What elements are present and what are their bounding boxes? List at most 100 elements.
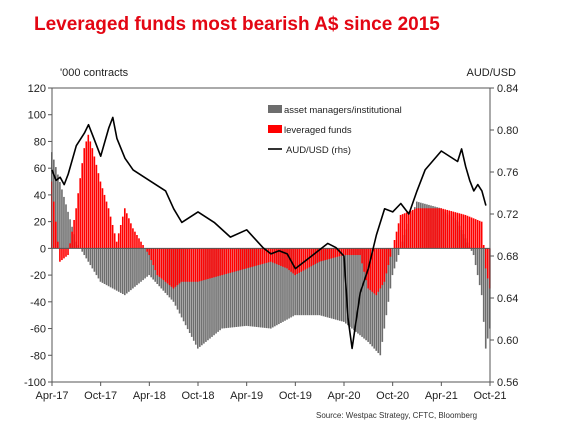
asset-managers-bar <box>211 248 213 337</box>
asset-managers-bar <box>284 248 286 321</box>
leveraged-funds-bar <box>334 248 337 258</box>
leveraged-funds-bar <box>357 248 359 256</box>
asset-managers-bar <box>324 248 327 317</box>
leveraged-funds-bar <box>336 248 339 257</box>
left-tick-label: 60 <box>34 163 46 175</box>
leveraged-funds-bar <box>53 201 55 249</box>
asset-managers-bar <box>150 248 152 278</box>
plot-frame <box>51 87 491 383</box>
leveraged-funds-bar <box>440 208 442 249</box>
leveraged-funds-bar <box>444 209 446 249</box>
asset-managers-bar <box>97 248 100 279</box>
asset-managers-bar <box>59 181 61 249</box>
leveraged-funds-bar <box>227 248 230 274</box>
leveraged-funds-bar <box>259 248 262 265</box>
asset-managers-bar <box>115 248 118 291</box>
leveraged-funds-bar <box>245 248 248 269</box>
asset-managers-bar <box>255 248 258 327</box>
leveraged-funds-bar <box>478 220 481 249</box>
leveraged-funds-bar <box>75 208 77 249</box>
asset-managers-bar <box>237 248 240 327</box>
leveraged-funds-bar <box>304 248 307 270</box>
leveraged-funds-bar <box>87 134 90 249</box>
leveraged-funds-bar <box>164 248 167 282</box>
leveraged-funds-bar <box>192 248 195 282</box>
leveraged-funds-bar <box>85 141 88 249</box>
asset-managers-bar <box>111 248 114 289</box>
asset-managers-bar <box>81 248 84 252</box>
asset-managers-bar <box>213 248 215 336</box>
left-tick-label: 120 <box>28 83 46 95</box>
asset-managers-bar <box>126 248 128 294</box>
leveraged-funds-bar <box>196 248 199 282</box>
asset-managers-bar <box>302 248 305 316</box>
leveraged-funds-bar <box>470 217 473 249</box>
leveraged-funds-bar <box>57 241 59 249</box>
leveraged-funds-bar <box>413 209 416 249</box>
asset-managers-bar <box>148 248 150 276</box>
asset-managers-bar <box>300 248 303 316</box>
leveraged-funds-bar <box>148 248 150 256</box>
right-tick-label: 0.56 <box>497 377 518 389</box>
leveraged-funds-bar <box>109 216 112 249</box>
leveraged-funds-bar <box>351 248 353 256</box>
leveraged-funds-bar <box>474 219 477 249</box>
asset-managers-bar <box>385 248 388 316</box>
asset-managers-bar <box>480 248 483 296</box>
asset-managers-bar <box>363 248 365 339</box>
leveraged-funds-bar <box>418 208 420 249</box>
asset-managers-bar <box>269 248 272 329</box>
asset-managers-bar <box>334 248 337 320</box>
left-tick-label: -60 <box>30 324 46 336</box>
asset-managers-bar <box>194 248 197 345</box>
asset-managers-bar <box>235 248 238 327</box>
asset-managers-bar <box>61 189 63 249</box>
leveraged-funds-bar <box>446 209 449 249</box>
asset-managers-bar <box>101 248 104 283</box>
asset-managers-bar <box>375 248 378 351</box>
left-tick-label: -80 <box>30 350 46 362</box>
legend-leveraged-label: leveraged funds <box>284 125 352 136</box>
leveraged-funds-bar <box>65 248 67 257</box>
asset-managers-bar <box>340 248 343 322</box>
leveraged-funds-bar <box>272 248 274 263</box>
leveraged-funds-bar <box>324 248 327 261</box>
leveraged-funds-bar <box>373 248 376 294</box>
asset-managers-bar <box>227 248 230 328</box>
legend-asset-managers-label: asset managers/institutional <box>284 105 402 116</box>
asset-managers-bar <box>379 248 382 356</box>
leveraged-funds-bar <box>428 208 430 249</box>
right-tick-label: 0.60 <box>497 335 518 347</box>
asset-managers-bar <box>138 248 140 284</box>
leveraged-funds-bar <box>460 213 463 249</box>
asset-managers-bar <box>355 248 357 332</box>
right-tick-label: 0.64 <box>497 293 518 305</box>
asset-managers-bar <box>99 248 102 282</box>
asset-managers-bar <box>393 248 396 269</box>
right-axis-unit: AUD/USD <box>466 67 516 79</box>
asset-managers-bar <box>484 248 487 349</box>
leveraged-funds-bar <box>59 248 61 262</box>
leveraged-funds-bar <box>67 248 69 256</box>
legend-leveraged-swatch <box>268 125 282 133</box>
asset-managers-bar <box>221 248 223 329</box>
asset-managers-bar <box>383 248 386 329</box>
asset-managers-bar <box>87 248 90 262</box>
leveraged-funds-bar <box>146 248 148 252</box>
asset-managers-bar <box>67 211 69 249</box>
legend: asset managers/institutional leveraged fu… <box>268 105 402 156</box>
leveraged-funds-bar <box>405 212 408 249</box>
asset-managers-bar <box>180 248 183 318</box>
leveraged-funds-bar <box>103 194 106 249</box>
leveraged-funds-bar <box>93 156 96 249</box>
asset-managers-bar <box>229 248 232 328</box>
leveraged-funds-bar <box>111 224 114 249</box>
leveraged-funds-bar <box>300 248 303 272</box>
asset-managers-bar <box>482 248 485 322</box>
leveraged-funds-bar <box>426 208 428 249</box>
leveraged-funds-bar <box>284 248 286 268</box>
asset-managers-bar <box>144 248 146 279</box>
leveraged-funds-bar <box>296 248 298 274</box>
leveraged-funds-bar <box>209 248 211 279</box>
